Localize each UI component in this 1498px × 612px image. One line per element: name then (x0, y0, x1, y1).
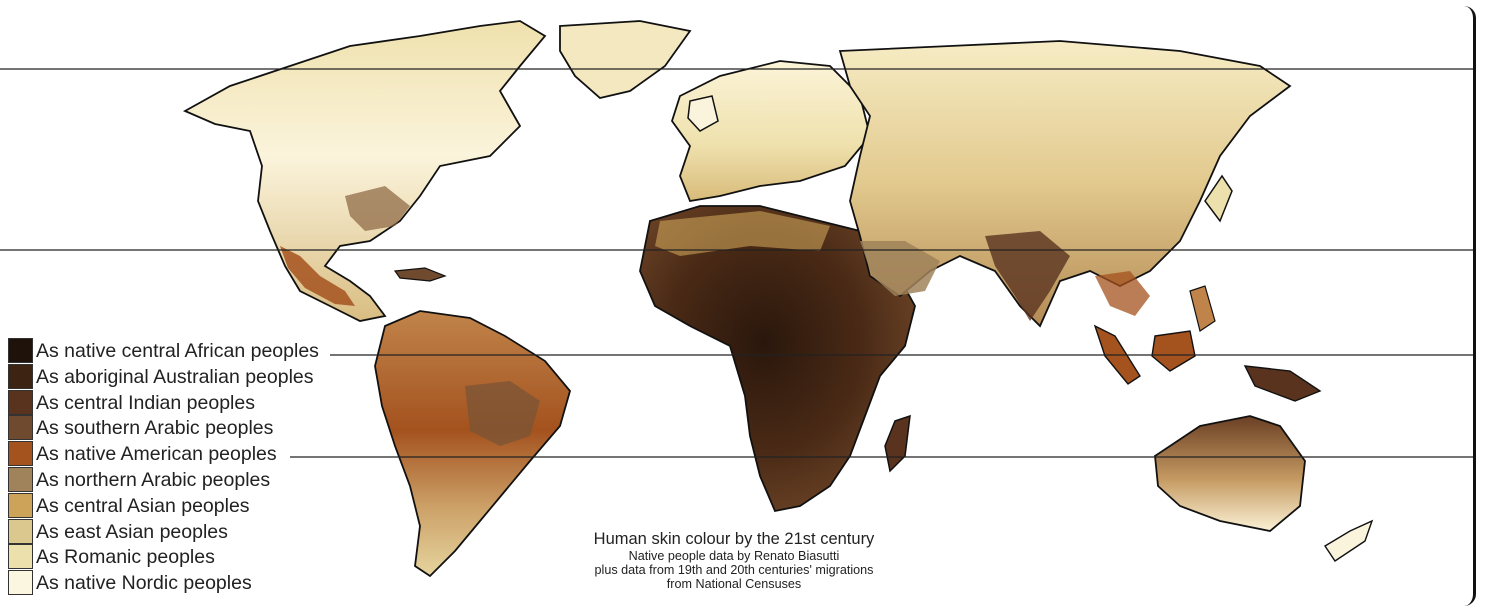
legend-swatch (8, 338, 33, 363)
legend-item: As native central African peoples (8, 338, 338, 364)
map-caption: Human skin colour by the 21st century Na… (544, 529, 924, 591)
legend-label: As central Indian peoples (36, 391, 255, 414)
india-zone (985, 231, 1070, 321)
legend-item: As southern Arabic peoples (8, 415, 338, 441)
legend-swatch (8, 441, 33, 467)
legend-label: As native American peoples (36, 443, 277, 466)
legend-swatch (8, 363, 33, 389)
japan-islands (1204, 174, 1233, 223)
madagascar (884, 414, 911, 473)
legend-swatch (8, 492, 33, 518)
legend-swatch (8, 466, 33, 492)
legend-label: As southern Arabic peoples (36, 417, 274, 440)
sahara-zone (655, 211, 830, 256)
philippines (1189, 285, 1216, 332)
legend-item: As Romanic peoples (8, 544, 338, 570)
legend-item: As central Indian peoples (8, 389, 338, 416)
legend-item: As central Asian peoples (8, 492, 338, 519)
asia-landmass (838, 40, 1292, 328)
borneo (1151, 330, 1196, 372)
legend-item: As northern Arabic peoples (8, 466, 338, 493)
map-credit-line: plus data from 19th and 20th centuries' … (594, 563, 874, 577)
legend-swatch (8, 570, 33, 596)
caribbean-islands (393, 267, 447, 282)
southeast-asia-zone (1095, 271, 1150, 316)
map-credit-line: from National Censuses (666, 577, 802, 591)
legend-label: As native central African peoples (36, 340, 319, 362)
world-map (0, 20, 1473, 578)
greenland-landmass (559, 20, 692, 99)
new-guinea (1243, 365, 1322, 402)
legend-item: As aboriginal Australian peoples (8, 363, 338, 390)
map-frame: As native central African peoples As abo… (0, 6, 1476, 606)
legend-label: As native Nordic peoples (36, 572, 252, 595)
legend-item: As native American peoples (8, 441, 338, 467)
latitude-lines (0, 68, 1473, 458)
british-isles (687, 95, 719, 132)
legend-item: As east Asian peoples (8, 518, 338, 545)
legend-item: As native Nordic peoples (8, 570, 338, 596)
legend-label: As east Asian peoples (36, 520, 228, 543)
europe-landmass (671, 60, 871, 203)
south-america-landmass (374, 310, 571, 578)
legend-swatch (8, 389, 33, 415)
map-credit-line: Native people data by Renato Biasutti (628, 549, 840, 563)
legend-label: As Romanic peoples (36, 546, 215, 569)
africa-landmass (639, 205, 916, 513)
legend-swatch (8, 518, 33, 544)
map-title: Human skin colour by the 21st century (593, 530, 875, 548)
us-south-zone (345, 186, 410, 231)
brazil-zone (465, 381, 540, 446)
australia-landmass (1154, 415, 1306, 532)
arabia-zone (860, 241, 940, 296)
legend-label: As central Asian peoples (36, 494, 250, 517)
north-america-landmass (182, 20, 547, 322)
legend-swatch (8, 415, 33, 441)
legend-swatch (8, 544, 33, 570)
new-zealand (1324, 519, 1374, 562)
legend-label: As northern Arabic peoples (36, 468, 271, 491)
mexico-native-zone (280, 246, 355, 306)
legend: As native central African peoples As abo… (8, 338, 338, 596)
legend-label: As aboriginal Australian peoples (36, 365, 314, 388)
